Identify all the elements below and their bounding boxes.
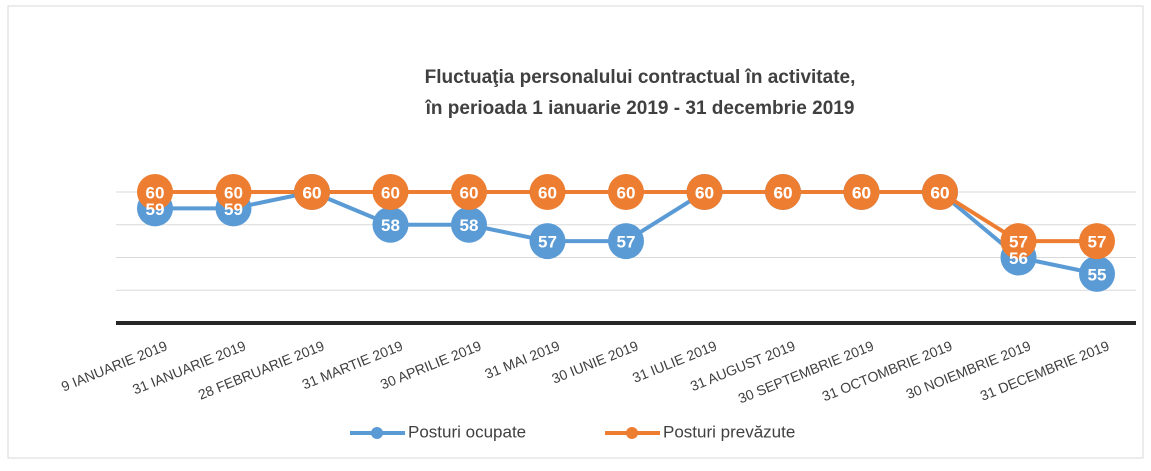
legend-marker <box>371 427 383 439</box>
data-point <box>451 206 487 243</box>
data-point <box>686 174 723 210</box>
data-label: 55 <box>1088 265 1107 284</box>
data-label: 57 <box>617 233 636 252</box>
data-point <box>765 174 801 210</box>
data-label: 60 <box>695 183 714 202</box>
data-point <box>529 174 566 210</box>
legend-marker <box>626 427 638 439</box>
chart-title: Fluctuaţia personalului contractual în a… <box>425 67 856 88</box>
data-label: 60 <box>774 183 793 202</box>
data-label: 57 <box>1088 233 1107 252</box>
data-label: 59 <box>224 200 243 219</box>
data-point <box>1079 223 1115 260</box>
data-point <box>451 174 487 210</box>
data-point <box>372 174 409 210</box>
data-point <box>843 174 880 210</box>
data-point <box>922 174 958 210</box>
data-point <box>1079 255 1115 292</box>
data-label: 60 <box>852 183 871 202</box>
legend-label: Posturi ocupate <box>408 422 526 441</box>
data-label: 60 <box>303 183 322 202</box>
data-label: 60 <box>381 183 400 202</box>
data-point <box>608 174 644 210</box>
data-label: 60 <box>538 183 557 202</box>
data-point <box>294 174 330 210</box>
data-label: 60 <box>303 183 322 202</box>
data-label: 60 <box>460 183 479 202</box>
data-label: 60 <box>931 183 950 202</box>
data-label: 60 <box>774 183 793 202</box>
data-label: 60 <box>852 183 871 202</box>
data-label: 59 <box>146 200 165 219</box>
data-label: 60 <box>695 183 714 202</box>
data-point <box>608 223 644 260</box>
data-point <box>215 174 252 210</box>
data-point <box>137 174 173 210</box>
data-point <box>372 206 409 243</box>
data-label: 60 <box>617 183 636 202</box>
legend-label: Posturi prevăzute <box>663 422 795 441</box>
data-label: 60 <box>224 183 243 202</box>
chart-border <box>7 5 1144 459</box>
data-label: 58 <box>460 216 479 235</box>
data-point <box>1000 223 1037 260</box>
data-label: 57 <box>538 233 557 252</box>
data-label: 57 <box>1009 233 1028 252</box>
data-label: 60 <box>146 183 165 202</box>
data-label: 60 <box>931 183 950 202</box>
data-label: 58 <box>381 216 400 235</box>
chart-title: în perioada 1 ianuarie 2019 - 31 decembr… <box>425 98 855 119</box>
data-label: 56 <box>1009 249 1028 268</box>
data-point <box>529 223 566 260</box>
